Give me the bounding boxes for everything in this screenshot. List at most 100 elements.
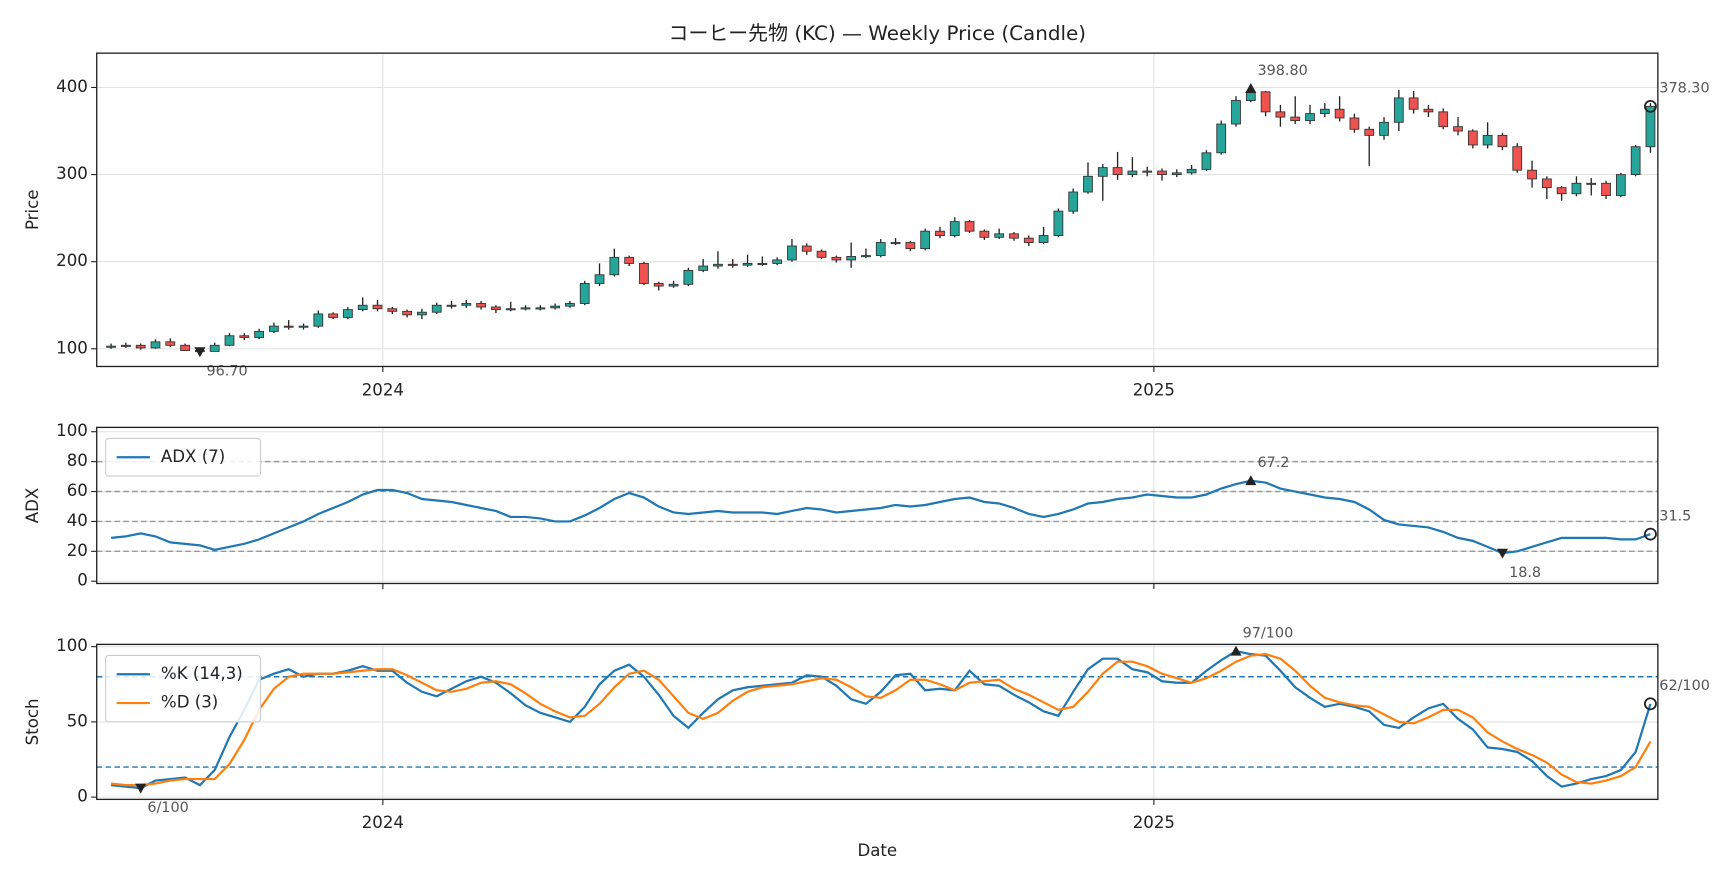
plot-frame <box>96 426 1659 585</box>
candle-body <box>1379 121 1389 136</box>
plot-frame <box>96 52 1659 368</box>
y-tick-label: 40 <box>67 511 88 530</box>
candle-body <box>964 221 975 232</box>
legend-box <box>105 654 262 723</box>
candle-body <box>1349 117 1360 130</box>
chart-title: コーヒー先物 (KC) — Weekly Price (Candle) <box>669 22 1086 45</box>
candle-body <box>979 230 990 238</box>
annotation-label: 97/100 <box>1243 625 1294 641</box>
candle-body <box>565 303 575 307</box>
candle-body <box>1586 182 1597 185</box>
candle-body <box>1216 123 1227 154</box>
candle-body <box>1615 174 1626 196</box>
marker <box>1245 82 1257 93</box>
candle-body <box>476 303 487 308</box>
x-tick-label: 2025 <box>1133 813 1175 832</box>
candle-body <box>742 262 753 266</box>
candle-body <box>1245 91 1256 101</box>
candle-body <box>283 325 294 328</box>
candle-body <box>1023 237 1034 243</box>
y-axis-label: Stoch <box>23 698 42 745</box>
candle-body <box>120 344 131 347</box>
candle-body <box>1186 168 1197 174</box>
candle-body <box>875 242 886 257</box>
candle-body <box>239 335 250 338</box>
x-tick-label: 2024 <box>362 813 404 832</box>
candle-body <box>387 308 398 312</box>
marker <box>194 347 206 358</box>
marker <box>1644 697 1657 711</box>
candle-body <box>713 263 723 267</box>
candle-body <box>1393 97 1404 123</box>
legend-label: ADX (7) <box>161 447 225 466</box>
candle-body <box>1334 108 1345 119</box>
candle-body <box>639 262 649 284</box>
candle-body <box>890 242 901 245</box>
candle-body <box>343 309 353 318</box>
annotation-label: 96.70 <box>207 364 248 380</box>
candle-body <box>1556 187 1567 195</box>
candle-body <box>668 283 679 287</box>
candle-body <box>1171 172 1182 176</box>
candle-body <box>1290 116 1301 122</box>
y-tick-label: 100 <box>56 338 88 357</box>
candle-body <box>269 325 279 332</box>
y-tick-label: 100 <box>56 421 88 440</box>
candle-body <box>1157 170 1167 176</box>
candle-body <box>1068 191 1079 212</box>
x-tick-label: 2024 <box>362 380 404 399</box>
candle-body <box>1601 182 1611 196</box>
marker <box>1644 527 1657 541</box>
candle-body <box>846 256 857 261</box>
candle-body <box>801 245 812 252</box>
candle-body <box>683 269 694 285</box>
candle-body <box>1364 128 1375 136</box>
candle-body <box>328 313 338 318</box>
candle-body <box>727 263 738 266</box>
line-series <box>110 649 1652 790</box>
candle-body <box>579 283 590 304</box>
candle-body <box>254 330 264 338</box>
candle-body <box>994 233 1005 238</box>
y-tick-label: 80 <box>67 451 88 470</box>
marker <box>135 783 147 794</box>
candle-body <box>1527 169 1537 180</box>
legend-label: %D (3) <box>161 693 218 712</box>
candle-body <box>505 308 516 311</box>
candle-body <box>1097 167 1108 177</box>
candle-body <box>357 304 368 311</box>
candle-body <box>431 304 442 313</box>
candle-body <box>417 311 427 316</box>
candle-body <box>861 255 871 258</box>
annotation-label: 6/100 <box>147 800 188 816</box>
candle-body <box>224 335 235 346</box>
annotation-label: 378.30 <box>1659 81 1709 97</box>
candle-body <box>1275 111 1286 118</box>
candle-body <box>1571 182 1582 195</box>
candle-body <box>1497 134 1508 148</box>
candle-body <box>1319 108 1330 115</box>
candle-body <box>372 304 383 310</box>
candle-body <box>1201 152 1212 170</box>
candle-body <box>313 313 324 327</box>
candle-body <box>180 344 190 351</box>
annotation-label: 62/100 <box>1659 678 1710 694</box>
candle-body <box>1438 111 1449 128</box>
candle-body <box>653 283 664 287</box>
candle-body <box>831 256 842 261</box>
candle-body <box>165 341 176 346</box>
marker <box>1245 475 1257 486</box>
y-tick-label: 20 <box>67 541 88 560</box>
y-tick-label: 300 <box>56 164 88 183</box>
candle-body <box>1142 170 1153 173</box>
candle-body <box>298 325 309 328</box>
legend-box <box>105 437 262 477</box>
y-tick-label: 60 <box>67 481 88 500</box>
y-tick-label: 100 <box>56 636 88 655</box>
candle-body <box>935 230 945 236</box>
line-series <box>110 653 1652 787</box>
x-axis-label: Date <box>857 841 897 860</box>
candle-body <box>905 242 916 250</box>
candle-body <box>1260 91 1271 113</box>
